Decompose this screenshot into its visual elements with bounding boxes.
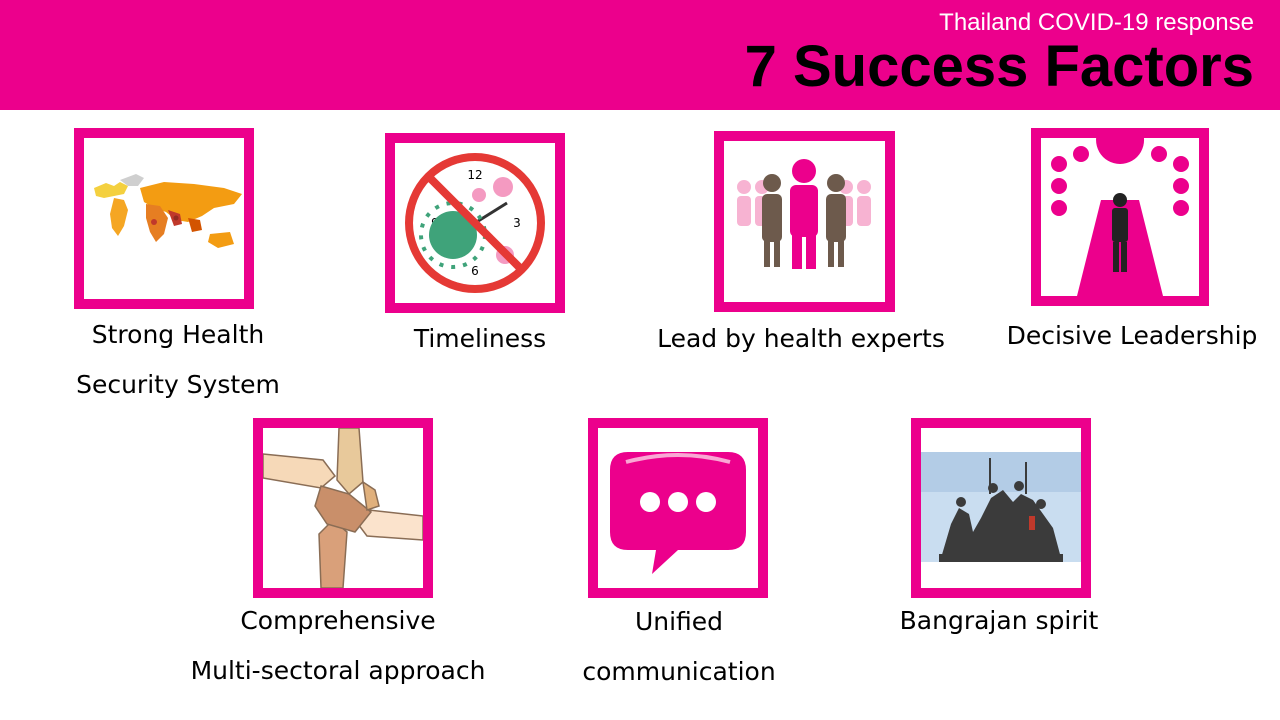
factor-label-health-security: Strong Health Security System [76,320,280,399]
factor-label-multi-sectoral: Comprehensive Multi-sectoral approach [190,606,486,685]
svg-text:12: 12 [467,168,482,182]
no-virus-clock-icon: 12 3 6 9 [405,153,545,293]
factor-label-decisive-leadership: Decisive Leadership [1006,321,1258,350]
factor-tile-decisive-leadership [1031,128,1209,306]
expert-group-icon [737,159,871,269]
speech-bubble-icon [610,452,746,574]
page-title: 7 Success Factors [744,34,1254,99]
bangrajan-monument-icon [921,452,1081,562]
factor-label-health-experts: Lead by health experts [657,324,945,353]
joined-hands-icon [263,428,423,588]
leader-keyhole-icon [1051,138,1189,296]
factor-tile-health-experts [714,131,895,312]
header-banner: Thailand COVID-19 response 7 Success Fac… [0,0,1280,110]
factor-tile-timeliness: 12 3 6 9 [385,133,565,313]
factor-tile-multi-sectoral [253,418,433,598]
svg-text:3: 3 [513,216,521,230]
world-map-icon [94,174,242,248]
factor-label-timeliness: Timeliness [413,324,547,353]
factor-tile-bangrajan-spirit [911,418,1091,598]
factor-label-unified-communication: Unified communication [582,607,776,686]
factor-label-bangrajan-spirit: Bangrajan spirit [899,606,1099,635]
factor-tile-health-security [74,128,254,309]
svg-text:6: 6 [471,264,479,278]
factor-tile-unified-communication [588,418,768,598]
header-subtitle: Thailand COVID-19 response [939,9,1254,36]
